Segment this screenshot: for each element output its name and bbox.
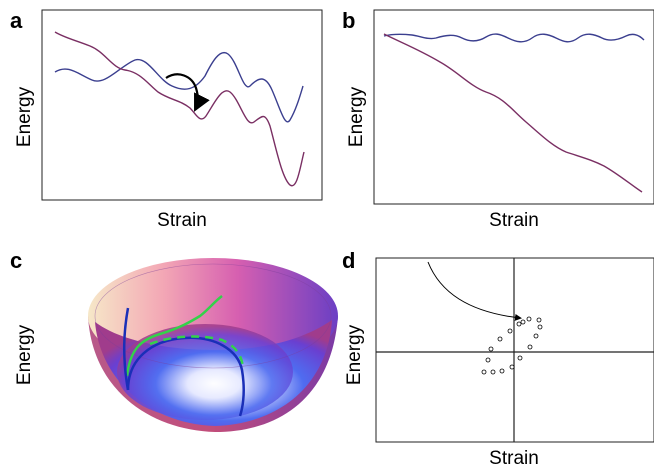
point xyxy=(533,333,539,339)
panel-a-arrow xyxy=(165,73,210,112)
panel-c-bowl xyxy=(88,258,338,432)
panel-d-ylabel: Energy xyxy=(344,324,365,386)
bowl-green-path xyxy=(125,295,223,377)
panel-d-xlabel: Strain xyxy=(489,448,539,469)
panel-a-blue-curve xyxy=(54,51,304,123)
point xyxy=(516,321,522,327)
panel-b-blue-curve xyxy=(383,33,645,43)
panel-d-letter: d xyxy=(342,248,356,273)
panel-c-ylabel: Energy xyxy=(14,324,35,386)
bowl-blue-path xyxy=(123,307,130,391)
point xyxy=(490,369,496,375)
point xyxy=(536,317,542,323)
point xyxy=(499,368,505,374)
point xyxy=(537,324,543,330)
bowl-opening xyxy=(94,263,332,369)
panel-a-purple-curve xyxy=(54,31,305,187)
panel-a-frame xyxy=(41,9,323,201)
panel-b-purple-curve xyxy=(383,33,643,193)
panel-d-arrow xyxy=(427,261,522,321)
point xyxy=(485,357,491,363)
point xyxy=(507,328,513,334)
panel-b-ylabel: Energy xyxy=(346,86,367,148)
bowl-blue-basin-path xyxy=(126,336,245,417)
point xyxy=(497,336,503,342)
panel-b-letter: b xyxy=(342,8,356,33)
point xyxy=(509,364,515,370)
panel-d-frame xyxy=(375,257,654,443)
panel-a-letter: a xyxy=(10,8,23,33)
panel-d-points xyxy=(481,316,543,375)
point xyxy=(520,319,526,325)
point xyxy=(488,346,494,352)
panel-a-xlabel: Strain xyxy=(157,210,207,231)
panel-a-ylabel: Energy xyxy=(14,86,35,148)
bowl-inner-bottom xyxy=(117,324,293,420)
point xyxy=(527,344,533,350)
panel-b-frame xyxy=(373,9,654,205)
point xyxy=(526,316,532,322)
panel-c-letter: c xyxy=(10,248,23,273)
panel-b-xlabel: Strain xyxy=(489,210,539,231)
bowl-green-dashed-path xyxy=(149,335,245,369)
point xyxy=(517,355,523,361)
point xyxy=(481,369,487,375)
